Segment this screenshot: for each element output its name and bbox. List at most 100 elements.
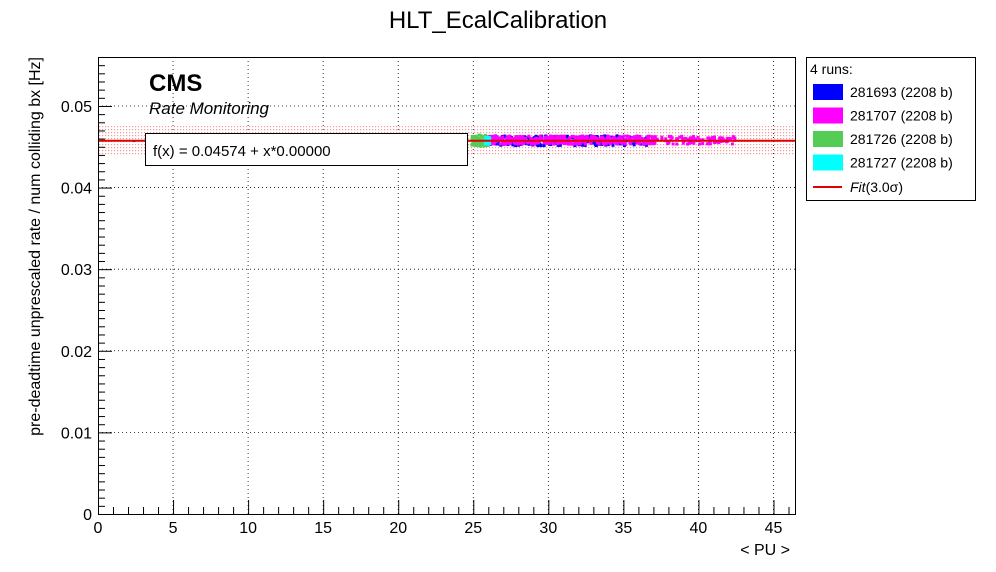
data-point	[729, 137, 733, 141]
data-point	[558, 143, 562, 147]
data-point	[635, 140, 639, 144]
data-point	[487, 141, 491, 145]
data-point	[543, 135, 547, 139]
data-point	[611, 143, 615, 147]
data-point	[660, 135, 664, 139]
data-point	[604, 142, 608, 146]
data-point	[599, 135, 603, 139]
data-point	[617, 137, 621, 141]
data-point	[559, 134, 563, 138]
data-point	[651, 142, 655, 146]
data-point	[725, 140, 729, 144]
data-point	[527, 136, 531, 140]
data-point	[517, 136, 521, 140]
data-point	[470, 143, 474, 147]
data-point	[518, 134, 522, 138]
data-point	[614, 140, 618, 144]
data-point	[611, 136, 615, 140]
data-point	[664, 137, 668, 141]
data-point	[606, 143, 610, 147]
data-point	[557, 134, 561, 138]
data-point	[494, 136, 498, 140]
data-point	[689, 141, 693, 145]
data-point	[555, 141, 559, 145]
chart-title: HLT_EcalCalibration	[389, 7, 607, 34]
data-point	[507, 134, 511, 138]
data-point	[591, 136, 595, 140]
data-point	[548, 141, 552, 145]
data-point	[573, 142, 577, 146]
data-point	[516, 142, 520, 146]
data-point	[546, 141, 550, 145]
data-point	[589, 141, 593, 145]
data-point	[565, 135, 569, 139]
data-point	[690, 137, 694, 141]
data-point	[595, 135, 599, 139]
fit-function-label: f(x) = 0.04574 + x*0.00000	[153, 143, 331, 160]
legend-swatch-2	[813, 107, 843, 124]
data-point	[530, 140, 534, 144]
legend-label-3: 281726 (2208 b)	[850, 131, 953, 147]
data-point	[508, 142, 512, 146]
data-point	[577, 142, 581, 146]
data-point	[474, 142, 478, 146]
data-point	[529, 137, 533, 141]
data-point	[593, 143, 597, 147]
data-point	[592, 141, 596, 145]
data-point	[492, 135, 496, 139]
data-point	[630, 135, 634, 139]
data-point	[513, 144, 517, 148]
data-point	[576, 135, 580, 139]
y-tick-label: 0.05	[61, 99, 92, 116]
legend-fit-label: Fit(3.0σ)	[850, 179, 903, 195]
legend-swatch-3	[813, 131, 843, 147]
x-tick-label: 20	[389, 520, 407, 537]
data-point	[522, 141, 526, 145]
data-point	[599, 137, 603, 141]
data-point	[561, 136, 565, 140]
y-tick-label: 0.01	[61, 425, 92, 442]
data-point	[615, 134, 619, 138]
data-point	[623, 138, 627, 142]
data-point	[594, 138, 598, 142]
data-point	[647, 134, 651, 138]
data-point	[601, 141, 605, 145]
data-point	[580, 143, 584, 147]
data-point	[622, 134, 626, 138]
data-point	[667, 134, 671, 138]
data-point	[518, 141, 522, 145]
data-point	[654, 138, 658, 142]
data-point	[681, 137, 685, 141]
data-point	[619, 141, 623, 145]
data-point	[653, 141, 657, 145]
legend-header: 4 runs:	[810, 61, 853, 77]
data-point	[603, 134, 607, 138]
data-point	[583, 136, 587, 140]
data-point	[494, 142, 498, 146]
y-tick-label: 0.02	[61, 344, 92, 361]
data-point	[696, 135, 700, 139]
data-point	[504, 141, 508, 145]
data-point	[655, 137, 659, 141]
legend-label-2: 281707 (2208 b)	[850, 108, 953, 124]
x-tick-label: 45	[765, 520, 783, 537]
data-point	[578, 138, 582, 142]
data-point	[647, 137, 651, 141]
legend-label-1: 281693 (2208 b)	[850, 84, 953, 100]
data-point	[612, 140, 616, 144]
data-point	[593, 135, 597, 139]
data-point	[568, 136, 572, 140]
data-point	[482, 144, 486, 148]
data-point	[536, 141, 540, 145]
data-point	[557, 136, 561, 140]
data-point	[606, 140, 610, 144]
data-point	[602, 137, 606, 141]
data-point	[476, 137, 480, 141]
data-point	[618, 137, 622, 141]
data-point	[472, 135, 476, 139]
data-point	[691, 135, 695, 139]
data-point	[563, 141, 567, 145]
data-point	[568, 137, 572, 141]
data-point	[556, 143, 560, 147]
